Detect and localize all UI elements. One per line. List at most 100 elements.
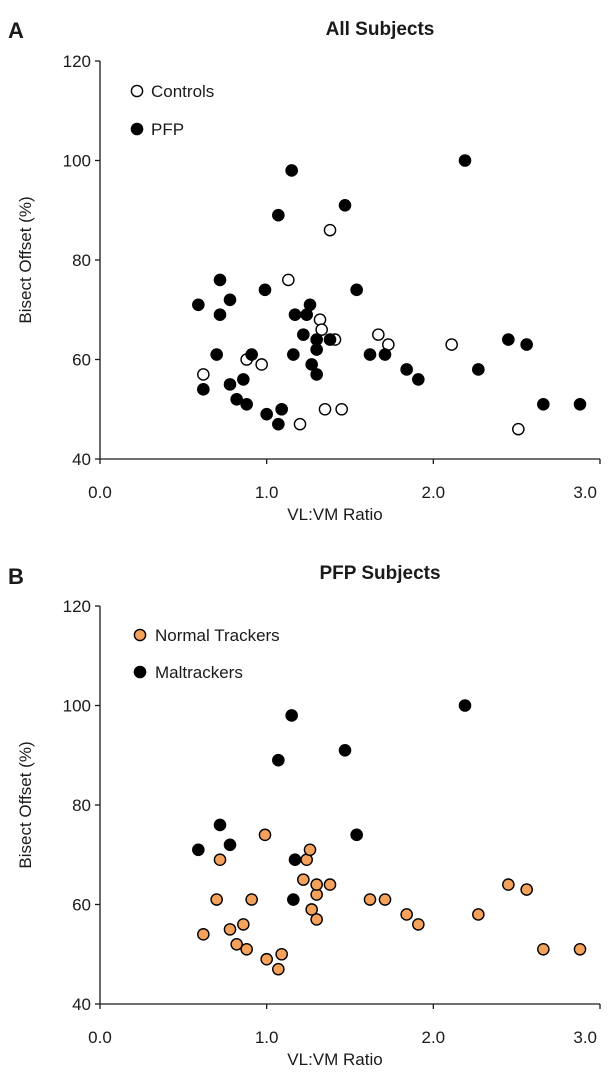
data-point [210, 893, 223, 906]
data-point [378, 893, 392, 906]
legend-marker [133, 628, 147, 642]
data-point [197, 383, 210, 396]
data-point [213, 818, 227, 832]
data-point [237, 918, 250, 931]
y-axis-title: Bisect Offset (%) [16, 741, 35, 868]
data-point [400, 363, 413, 376]
data-point [293, 417, 307, 431]
data-point [255, 358, 268, 371]
data-point [303, 843, 317, 857]
x-tick-label: 2.0 [422, 483, 446, 502]
data-point [210, 348, 223, 361]
series-controls [197, 223, 525, 436]
y-tick-label: 80 [72, 251, 91, 270]
data-point [310, 878, 323, 891]
data-point [363, 348, 377, 361]
data-point [223, 838, 237, 852]
y-axis-title: Bisect Offset (%) [16, 196, 35, 323]
series-maltrackers [192, 699, 472, 906]
data-point [315, 323, 328, 336]
data-point [223, 923, 237, 936]
data-point [223, 293, 237, 307]
data-point [260, 952, 273, 966]
data-point [260, 407, 273, 421]
chart-title: All Subjects [326, 19, 435, 40]
data-point [272, 208, 285, 222]
data-point [197, 928, 210, 941]
data-point [445, 338, 458, 351]
data-point [240, 397, 253, 411]
data-point [520, 883, 533, 896]
legend-marker [133, 665, 147, 679]
data-point [223, 378, 237, 391]
data-point [305, 903, 318, 916]
legend-label: PFP [151, 120, 184, 139]
data-point [537, 942, 550, 956]
data-point [458, 154, 472, 167]
y-tick-label: 40 [72, 450, 91, 469]
x-tick-label: 1.0 [255, 1028, 279, 1047]
y-tick-label: 120 [63, 52, 91, 71]
data-point [573, 397, 587, 411]
data-point [323, 223, 337, 237]
x-tick-label: 3.0 [573, 1028, 597, 1047]
chart-title: PFP Subjects [319, 563, 440, 584]
legend: Normal Trackers Maltrackers [133, 626, 280, 682]
data-point [245, 348, 258, 361]
data-point [192, 298, 205, 312]
y-tick-label: 100 [63, 697, 91, 716]
data-point [350, 283, 363, 297]
x-tick-label: 2.0 [422, 1028, 446, 1047]
data-point [288, 853, 302, 867]
data-point [310, 368, 323, 381]
chart-panel-b: B PFP Subjects 40 60 80 100 120 0.0 1.0 2.0 3.0 VL:… [8, 563, 601, 1069]
data-point [285, 164, 298, 177]
data-point [288, 308, 302, 322]
data-point [303, 298, 317, 312]
data-point [237, 373, 250, 386]
x-tick-label: 3.0 [573, 483, 597, 502]
data-point [282, 273, 295, 287]
data-point [520, 338, 533, 351]
y-tick-label: 60 [72, 896, 91, 915]
data-point [275, 402, 288, 416]
legend-label: Normal Trackers [155, 626, 280, 645]
data-point [258, 283, 272, 297]
data-point [412, 918, 425, 931]
data-point [240, 942, 253, 956]
data-point [502, 333, 515, 346]
data-point [310, 913, 323, 926]
legend-marker [130, 84, 144, 98]
data-point [338, 743, 352, 757]
data-point [230, 938, 243, 951]
legend: Controls PFP [130, 82, 214, 139]
data-point [258, 828, 272, 842]
data-point [537, 397, 550, 411]
data-point [213, 308, 227, 322]
data-point [323, 333, 337, 346]
data-point [272, 753, 285, 767]
data-point [272, 417, 285, 431]
data-point [213, 853, 227, 867]
series-pfp [192, 154, 587, 431]
data-point [275, 947, 288, 961]
data-point [338, 198, 352, 212]
y-tick-label: 40 [72, 995, 91, 1014]
data-point [305, 358, 318, 371]
data-point [472, 908, 485, 921]
data-point [458, 699, 472, 712]
data-point [272, 962, 285, 976]
data-point [318, 402, 332, 416]
y-tick-label: 80 [72, 796, 91, 815]
y-tick-label: 120 [63, 597, 91, 616]
x-axis-title: VL:VM Ratio [287, 1050, 382, 1069]
data-point [297, 873, 310, 886]
y-tick-label: 100 [63, 152, 91, 171]
data-point [287, 893, 300, 906]
panel-letter: B [8, 564, 24, 589]
data-point [285, 709, 298, 722]
y-tick-label: 60 [72, 351, 91, 370]
data-point [412, 373, 425, 386]
data-point [350, 828, 363, 842]
data-point [378, 348, 392, 361]
